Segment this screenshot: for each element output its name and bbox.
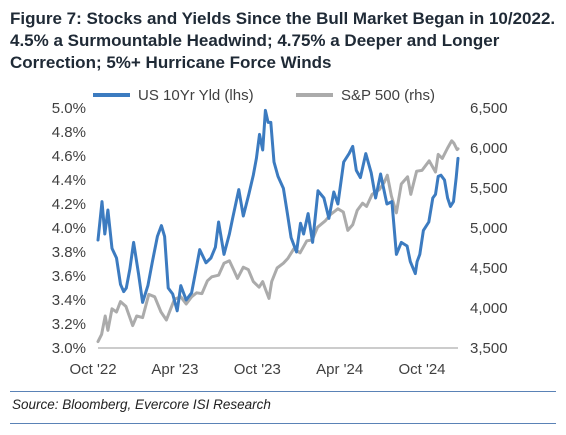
y-right-tick-label: 4,000 (470, 300, 508, 317)
x-tick-label: Oct '22 (70, 361, 117, 378)
x-tick-label: Oct '24 (398, 361, 445, 378)
x-axis: Oct '22 Apr '23 Oct '23 Apr '24 Oct '24 (70, 347, 458, 378)
y-left-tick-label: 3.8% (52, 244, 86, 261)
x-tick-label: Oct '23 (234, 361, 281, 378)
y-axis-left: 3.0% 3.2% 3.4% 3.6% 3.8% 4.0% 4.2% 4.4% 4.6% 4.8%… (52, 100, 86, 357)
y-left-tick-label: 4.4% (52, 172, 86, 189)
y-left-tick-label: 4.6% (52, 148, 86, 165)
y-right-tick-label: 5,000 (470, 220, 508, 237)
legend: US 10Yr Yld (lhs) S&P 500 (rhs) (93, 87, 435, 104)
chart-title: Figure 7: Stocks and Yields Since the Bu… (10, 9, 556, 72)
y-left-tick-label: 4.0% (52, 220, 86, 237)
legend-label-sp500: S&P 500 (rhs) (341, 87, 435, 104)
y-right-tick-label: 3,500 (470, 340, 508, 357)
source-divider (10, 391, 556, 392)
source-note: Source: Bloomberg, Evercore ISI Research (12, 397, 271, 412)
y-left-tick-label: 4.8% (52, 124, 86, 141)
y-left-tick-label: 3.6% (52, 268, 86, 285)
y-right-tick-label: 4,500 (470, 260, 508, 277)
series-line-yield (96, 108, 460, 313)
footer-divider (10, 423, 556, 424)
x-tick-label: Apr '23 (151, 361, 198, 378)
y-right-tick-label: 6,000 (470, 140, 508, 157)
legend-label-yield: US 10Yr Yld (lhs) (138, 87, 254, 104)
y-axis-right: 3,500 4,000 4,500 5,000 5,500 6,000 6,500 (470, 100, 508, 357)
y-left-tick-label: 3.2% (52, 316, 86, 333)
y-right-tick-label: 5,500 (470, 180, 508, 197)
y-left-tick-label: 5.0% (52, 100, 86, 117)
series-lines (96, 108, 460, 344)
y-left-tick-label: 3.0% (52, 340, 86, 357)
y-right-tick-label: 6,500 (470, 100, 508, 117)
y-left-tick-label: 3.4% (52, 292, 86, 309)
x-tick-label: Apr '24 (316, 361, 363, 378)
y-left-tick-label: 4.2% (52, 196, 86, 213)
series-line-sp500 (96, 139, 460, 344)
